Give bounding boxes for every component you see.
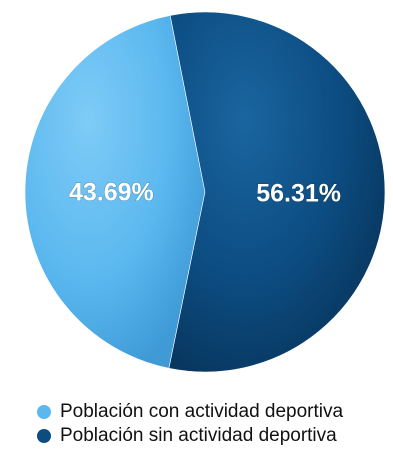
pie-data-label: 56.31% bbox=[256, 179, 341, 207]
legend-dot-icon bbox=[37, 405, 51, 419]
pie-chart: 43.69% 56.31% bbox=[24, 11, 386, 373]
legend-item-con-actividad: Población con actividad deportiva bbox=[37, 400, 389, 424]
legend-item-sin-actividad: Población sin actividad deportiva bbox=[37, 424, 389, 448]
pie-slices bbox=[24, 11, 386, 373]
legend-label: Población sin actividad deportiva bbox=[60, 425, 337, 446]
legend-label: Población con actividad deportiva bbox=[60, 401, 344, 422]
pie-labels: 43.69% 56.31% bbox=[69, 178, 342, 208]
pie-data-label: 43.69% bbox=[69, 179, 154, 207]
pie-slice-con-actividad bbox=[24, 15, 206, 369]
legend-dot-icon bbox=[37, 429, 51, 443]
pie-slice-sin-actividad bbox=[168, 11, 386, 373]
legend: Población con actividad deportiva Poblac… bbox=[37, 400, 389, 448]
